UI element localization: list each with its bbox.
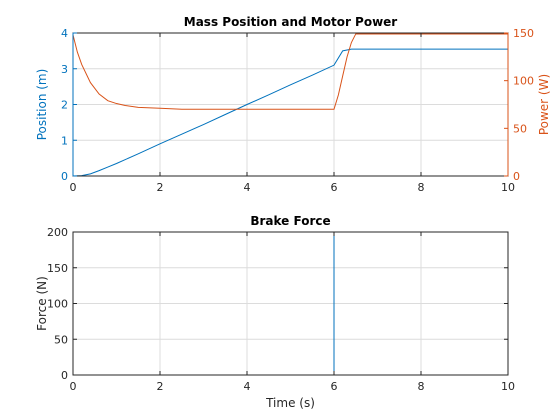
x-tick-label: 2: [157, 181, 164, 194]
y-right-tick-label: 100: [513, 75, 534, 88]
x-tick-label: 10: [501, 380, 515, 393]
x-axis-label: Time (s): [265, 396, 315, 410]
y-tick-label: 150: [47, 262, 68, 275]
x-tick-label: 10: [501, 181, 515, 194]
y-axis-label: Force (N): [35, 276, 49, 331]
y-tick-label: 3: [61, 63, 68, 76]
y-tick-label: 200: [47, 226, 68, 239]
x-tick-labels: 0 2 4 6 8 10: [70, 232, 515, 393]
brake-force-axes: 0 2 4 6 8 10 0 50 100 150 200 Brake Force Force (…: [35, 214, 515, 410]
x-tick-label: 6: [331, 380, 338, 393]
y-tick-labels: 0 1 2 3 4: [61, 27, 77, 183]
y-right-tick-label: 50: [513, 122, 527, 135]
x-tick-labels: 0 2 4 6 8 10: [70, 33, 515, 194]
y-right-axis-label: Power (W): [537, 74, 551, 135]
x-tick-label: 8: [418, 181, 425, 194]
y-tick-label: 1: [61, 134, 68, 147]
x-tick-label: 4: [244, 380, 251, 393]
y-axis-label: Position (m): [35, 69, 49, 141]
y-right-tick-labels: 0 50 100 150: [72, 27, 534, 183]
series-line-right: [72, 33, 508, 110]
chart-title: Mass Position and Motor Power: [184, 15, 398, 29]
y-right-tick-label: 150: [513, 27, 534, 40]
y-tick-label: 2: [61, 99, 68, 112]
grid-lines: [73, 232, 508, 375]
x-tick-label: 0: [70, 380, 77, 393]
x-tick-label: 4: [244, 181, 251, 194]
series-lines: [72, 33, 508, 177]
x-tick-label: 2: [157, 380, 164, 393]
y-tick-labels: 0 50 100 150 200: [47, 226, 508, 382]
y-tick-label: 4: [61, 27, 68, 40]
y-tick-label: 0: [61, 369, 68, 382]
series-line-left: [72, 48, 508, 177]
x-tick-label: 8: [418, 380, 425, 393]
grid-lines: [73, 33, 508, 176]
position-power-axes: 0 2 4 6 8 10 0 1 2 3 4 0 50 100 150 Mass Position an…: [35, 15, 551, 194]
y-tick-label: 50: [54, 333, 68, 346]
x-tick-label: 0: [70, 181, 77, 194]
x-tick-label: 6: [331, 181, 338, 194]
y-tick-label: 0: [61, 170, 68, 183]
y-tick-label: 100: [47, 298, 68, 311]
chart-title: Brake Force: [250, 214, 330, 228]
y-right-tick-label: 0: [513, 170, 520, 183]
